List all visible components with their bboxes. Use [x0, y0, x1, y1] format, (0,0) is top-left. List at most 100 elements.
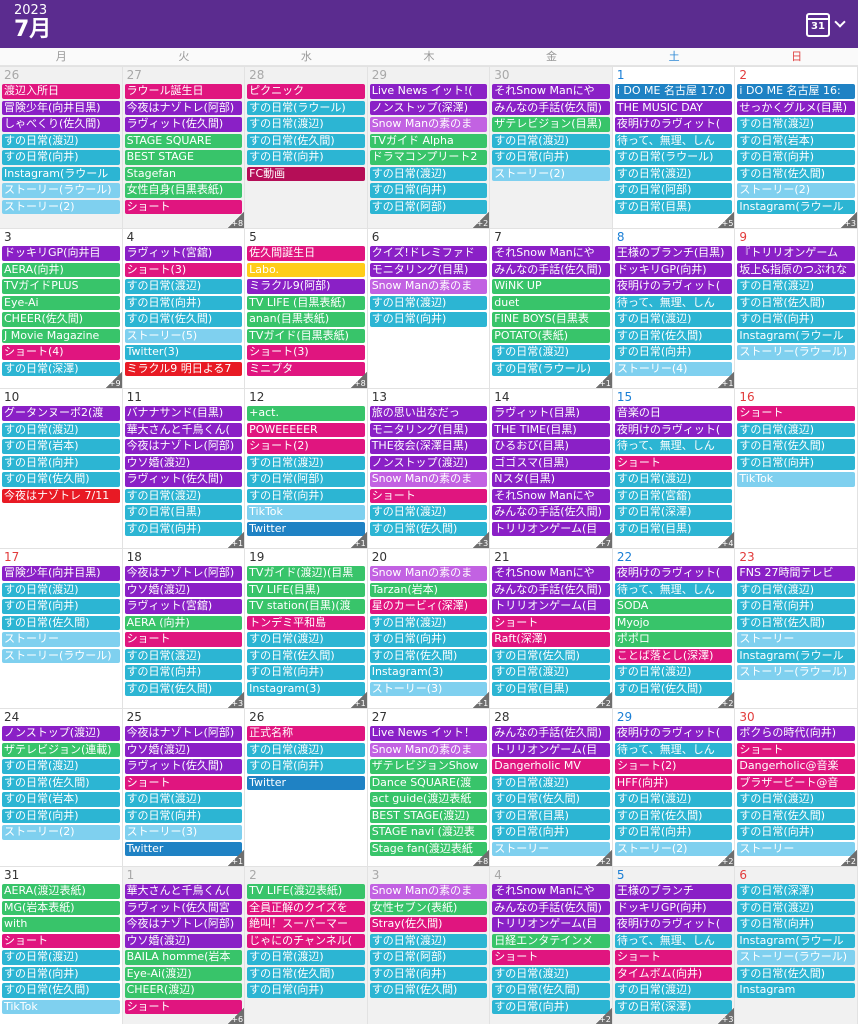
event-chip[interactable]: すの日常(向井): [247, 983, 365, 998]
event-chip[interactable]: すの日常(渡辺): [492, 665, 610, 680]
more-events-badge[interactable]: +1: [350, 532, 367, 548]
event-chip[interactable]: anan(目黒表紙): [247, 312, 365, 327]
event-chip[interactable]: すの日常(向井): [737, 917, 855, 932]
more-events-badge[interactable]: +8: [350, 372, 367, 388]
event-chip[interactable]: ストーリー(ラウール): [2, 648, 120, 663]
event-chip[interactable]: すの日常(渡辺): [2, 950, 120, 965]
event-chip[interactable]: FC動画: [247, 166, 365, 181]
event-chip[interactable]: それSnow Manにや: [492, 884, 610, 899]
event-chip[interactable]: すの日常(岩本): [2, 439, 120, 454]
event-chip[interactable]: Instagram(ラウール: [2, 166, 120, 181]
event-chip[interactable]: ラヴィット(佐久間): [124, 759, 243, 774]
event-chip[interactable]: じゃにのチャンネル(: [247, 933, 365, 948]
event-chip[interactable]: ストーリー(ラウール): [737, 345, 855, 360]
event-chip[interactable]: ラウール誕生日: [124, 84, 243, 99]
event-chip[interactable]: すの日常(佐久間): [492, 983, 610, 998]
event-chip[interactable]: Instagram(3): [247, 681, 365, 696]
event-chip[interactable]: ドッキリGP(向井): [614, 900, 733, 915]
event-chip[interactable]: すの日常(渡辺): [369, 615, 488, 630]
event-chip[interactable]: 華大さんと千鳥くん(: [124, 884, 243, 899]
event-chip[interactable]: すの日常(向井): [124, 295, 243, 310]
event-chip[interactable]: THE MUSIC DAY: [614, 100, 733, 115]
day-cell[interactable]: 18 今夜はナゾトレ(阿部) ウソ婚(渡辺) ラヴィット(宮舘) AERA (向井) ショ…: [123, 549, 246, 708]
event-chip[interactable]: 渡辺入所日: [2, 84, 120, 99]
event-chip[interactable]: すの日常(佐久間): [124, 681, 243, 696]
more-events-badge[interactable]: +8: [473, 850, 490, 866]
event-chip[interactable]: BEST STAGE(渡辺): [369, 808, 488, 823]
event-chip[interactable]: ストーリー(5): [124, 328, 243, 343]
event-chip[interactable]: ストーリー(2): [492, 166, 610, 181]
event-chip[interactable]: すの日常(佐久間): [247, 648, 365, 663]
event-chip[interactable]: 冒険少年(向井目黒): [2, 100, 120, 115]
event-chip[interactable]: すの日常(渡辺): [247, 742, 365, 757]
event-chip[interactable]: Stagefan: [124, 166, 243, 181]
event-chip[interactable]: TV LIFE (目黒表紙): [247, 295, 365, 310]
event-chip[interactable]: 王様のブランチ: [614, 884, 733, 899]
event-chip[interactable]: Dangerholic MV: [492, 759, 610, 774]
event-chip[interactable]: ストーリー(3): [369, 681, 488, 696]
day-cell[interactable]: 30 それSnow Manにや みんなの手話(佐久間) ザテレビジョン(目黒) すの日常…: [490, 67, 613, 228]
event-chip[interactable]: すの日常(ラウール): [614, 150, 733, 165]
more-events-badge[interactable]: +7: [595, 532, 612, 548]
event-chip[interactable]: すの日常(ラウール): [492, 361, 610, 376]
event-chip[interactable]: すの日常(阿部): [369, 199, 488, 214]
event-chip[interactable]: TikTok: [247, 505, 365, 520]
event-chip[interactable]: モニタリング(目黒): [369, 422, 488, 437]
event-chip[interactable]: Twitter: [124, 841, 243, 856]
event-chip[interactable]: ショート: [124, 632, 243, 647]
event-chip[interactable]: 旅の思い出なだっ: [369, 406, 488, 421]
event-chip[interactable]: Instagram: [737, 983, 855, 998]
event-chip[interactable]: Instagram(ラウール: [737, 199, 855, 214]
event-chip[interactable]: HFF(向井): [614, 775, 733, 790]
event-chip[interactable]: Snow Manの素のま: [369, 742, 488, 757]
event-chip[interactable]: トリリオンゲーム(目: [492, 521, 610, 536]
event-chip[interactable]: すの日常(渡辺): [124, 279, 243, 294]
day-cell[interactable]: 4 それSnow Manにや みんなの手話(佐久間) トリリオンゲーム(目 日経エンタテ…: [490, 867, 613, 1024]
event-chip[interactable]: ひるおび(目黒): [492, 439, 610, 454]
event-chip[interactable]: SODA: [614, 599, 733, 614]
event-chip[interactable]: POTATO(表紙): [492, 328, 610, 343]
event-chip[interactable]: すの日常(向井): [737, 150, 855, 165]
event-chip[interactable]: THE夜会(深澤目黒): [369, 439, 488, 454]
event-chip[interactable]: BAILA homme(岩本: [124, 950, 243, 965]
event-chip[interactable]: すの日常(佐久間): [247, 966, 365, 981]
event-chip[interactable]: TikTok: [737, 472, 855, 487]
day-cell[interactable]: 13 旅の思い出なだっ モニタリング(目黒) THE夜会(深澤目黒) ノンストップ(渡辺…: [368, 389, 491, 548]
event-chip[interactable]: Raft(深澤): [492, 632, 610, 647]
event-chip[interactable]: WiNK UP: [492, 279, 610, 294]
event-chip[interactable]: すの日常(目黒): [614, 199, 733, 214]
day-cell[interactable]: 5 佐久間誕生日 Labo. ミラクル9(阿部) TV LIFE (目黒表紙) anan(…: [245, 229, 368, 388]
event-chip[interactable]: ストーリー: [2, 632, 120, 647]
event-chip[interactable]: すの日常(深澤): [614, 999, 733, 1014]
day-cell[interactable]: 28 ピクニック すの日常(ラウール) すの日常(渡辺) すの日常(佐久間) すの日常(向…: [245, 67, 368, 228]
event-chip[interactable]: MG(岩本表紙): [2, 900, 120, 915]
event-chip[interactable]: TV LIFE(渡辺表紙): [247, 884, 365, 899]
event-chip[interactable]: TVガイド(渡辺)(目黒: [247, 566, 365, 581]
event-chip[interactable]: ストーリー(ラウール): [2, 183, 120, 198]
event-chip[interactable]: TikTok: [2, 999, 120, 1014]
day-cell[interactable]: 23 FNS 27時間テレビ すの日常(渡辺) すの日常(向井) すの日常(佐久間) スト…: [735, 549, 858, 708]
event-chip[interactable]: 女性セブン(表紙): [369, 900, 488, 915]
event-chip[interactable]: TV station(目黒)(渡: [247, 599, 365, 614]
event-chip[interactable]: ラヴィット(宮舘): [124, 599, 243, 614]
event-chip[interactable]: すの日常(渡辺): [247, 950, 365, 965]
event-chip[interactable]: すの日常(渡辺): [247, 117, 365, 132]
event-chip[interactable]: すの日常(佐久間): [369, 648, 488, 663]
event-chip[interactable]: Dance SQUARE(渡: [369, 775, 488, 790]
event-chip[interactable]: すの日常(佐久間): [369, 521, 488, 536]
day-cell[interactable]: 29 夜明けのラヴィット(待って、無理、しん ショート(2) HFF(向井) すの日常(…: [613, 709, 736, 866]
event-chip[interactable]: すの日常(向井): [369, 183, 488, 198]
event-chip[interactable]: すの日常(阿部): [614, 183, 733, 198]
event-chip[interactable]: すの日常(渡辺): [124, 648, 243, 663]
event-chip[interactable]: すの日常(渡辺): [614, 472, 733, 487]
event-chip[interactable]: すの日常(向井): [124, 808, 243, 823]
day-cell[interactable]: 26 渡辺入所日 冒険少年(向井目黒) しゃべくり(佐久間) すの日常(渡辺) すの日常(…: [0, 67, 123, 228]
event-chip[interactable]: すの日常(目黒): [492, 681, 610, 696]
day-cell[interactable]: 1 i DO ME 名古屋 17:0 THE MUSIC DAY 夜明けのラヴィット(…: [613, 67, 736, 228]
event-chip[interactable]: 待って、無理、しん: [614, 742, 733, 757]
event-chip[interactable]: すの日常(深澤): [614, 505, 733, 520]
event-chip[interactable]: ドラマコンプリート2: [369, 150, 488, 165]
event-chip[interactable]: すの日常(宮舘): [614, 488, 733, 503]
event-chip[interactable]: すの日常(佐久間): [737, 166, 855, 181]
